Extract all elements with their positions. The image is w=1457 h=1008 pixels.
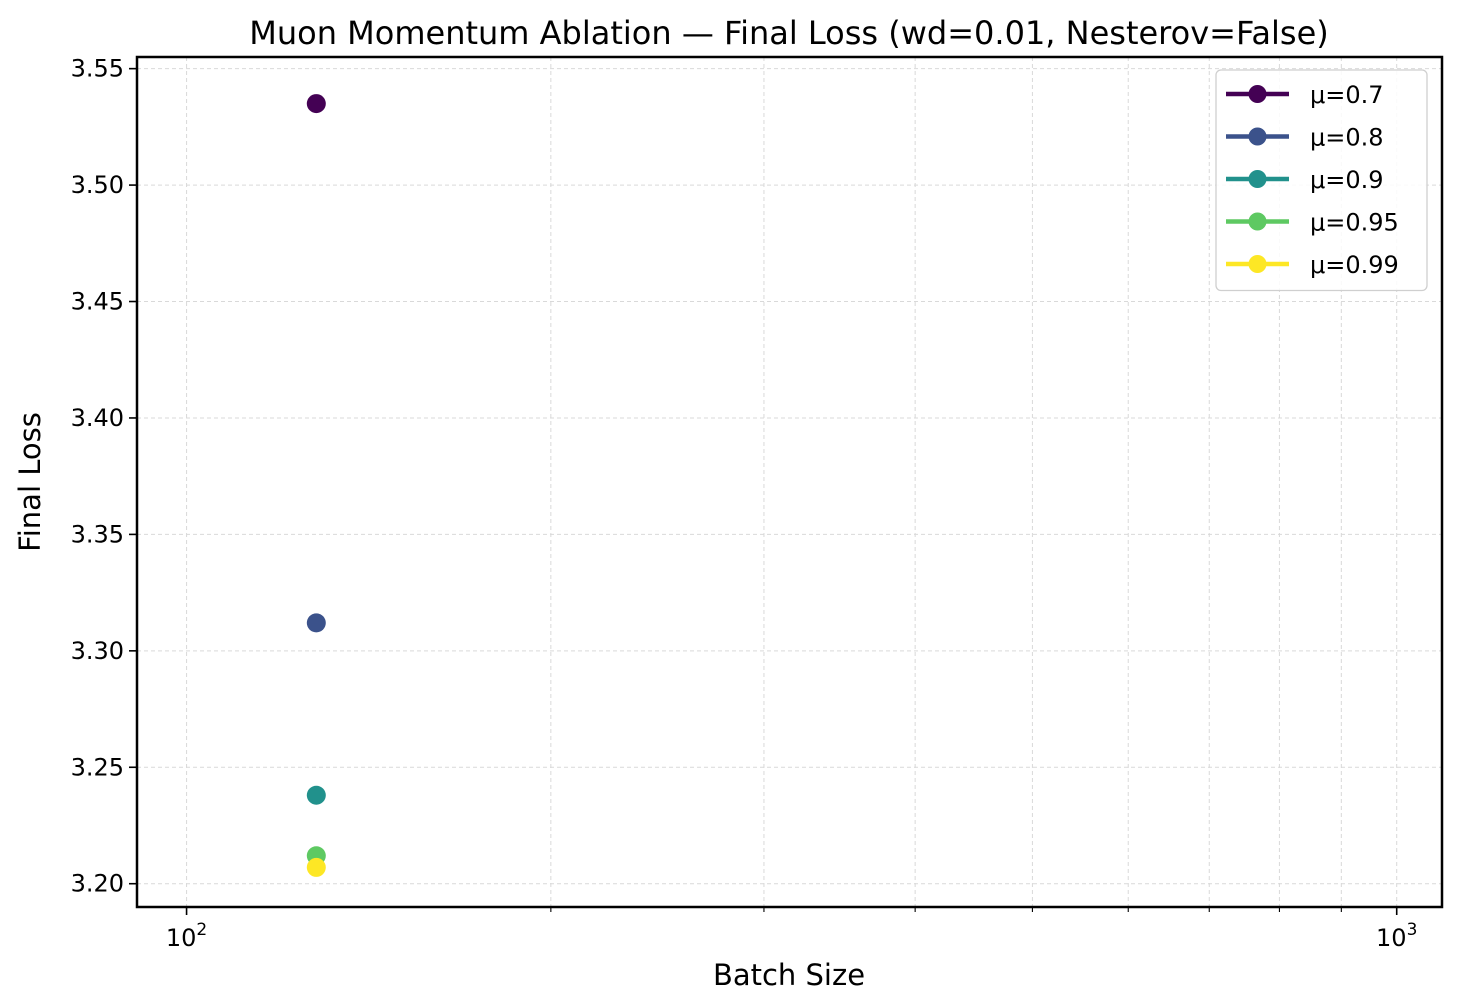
legend-label: μ=0.99 (1310, 251, 1399, 279)
legend-marker (1248, 255, 1267, 273)
y-tick-label: 3.25 (71, 753, 124, 781)
data-points (306, 94, 326, 877)
y-tick-label: 3.45 (71, 288, 124, 316)
legend-label: μ=0.95 (1310, 209, 1399, 237)
data-point (306, 857, 326, 877)
legend-marker (1248, 127, 1267, 146)
y-tick-label: 3.55 (71, 55, 124, 83)
y-tick-label: 3.50 (71, 171, 124, 199)
chart-title: Muon Momentum Ablation — Final Loss (wd=… (249, 14, 1329, 52)
x-tick-label: 102 (166, 920, 207, 952)
legend-label: μ=0.8 (1310, 124, 1384, 152)
y-tick-label: 3.30 (71, 637, 124, 665)
x-axis-label: Batch Size (713, 958, 865, 992)
plot-frame (135, 55, 1444, 909)
legend-box (1215, 69, 1428, 292)
y-tick-label: 3.20 (71, 870, 124, 898)
data-point (306, 613, 326, 633)
y-tick-label: 3.40 (71, 404, 124, 432)
legend: μ=0.7 μ=0.8 μ=0.9 μ=0.95 μ=0.99 (1215, 69, 1428, 292)
data-point (306, 94, 326, 114)
legend-marker (1248, 85, 1267, 103)
y-tick-label: 3.35 (71, 520, 124, 548)
legend-marker (1248, 170, 1267, 188)
legend-label: μ=0.7 (1310, 81, 1384, 109)
x-axis-ticks: 102 103 (166, 907, 1417, 952)
y-axis-label: Final Loss (13, 412, 47, 552)
y-axis-ticks: 3.20 3.25 3.30 3.35 3.40 3.45 3.50 3.55 (71, 55, 137, 898)
legend-label: μ=0.9 (1310, 166, 1384, 194)
x-tick-label: 103 (1376, 920, 1417, 952)
data-point (306, 785, 326, 805)
legend-marker (1248, 212, 1267, 231)
